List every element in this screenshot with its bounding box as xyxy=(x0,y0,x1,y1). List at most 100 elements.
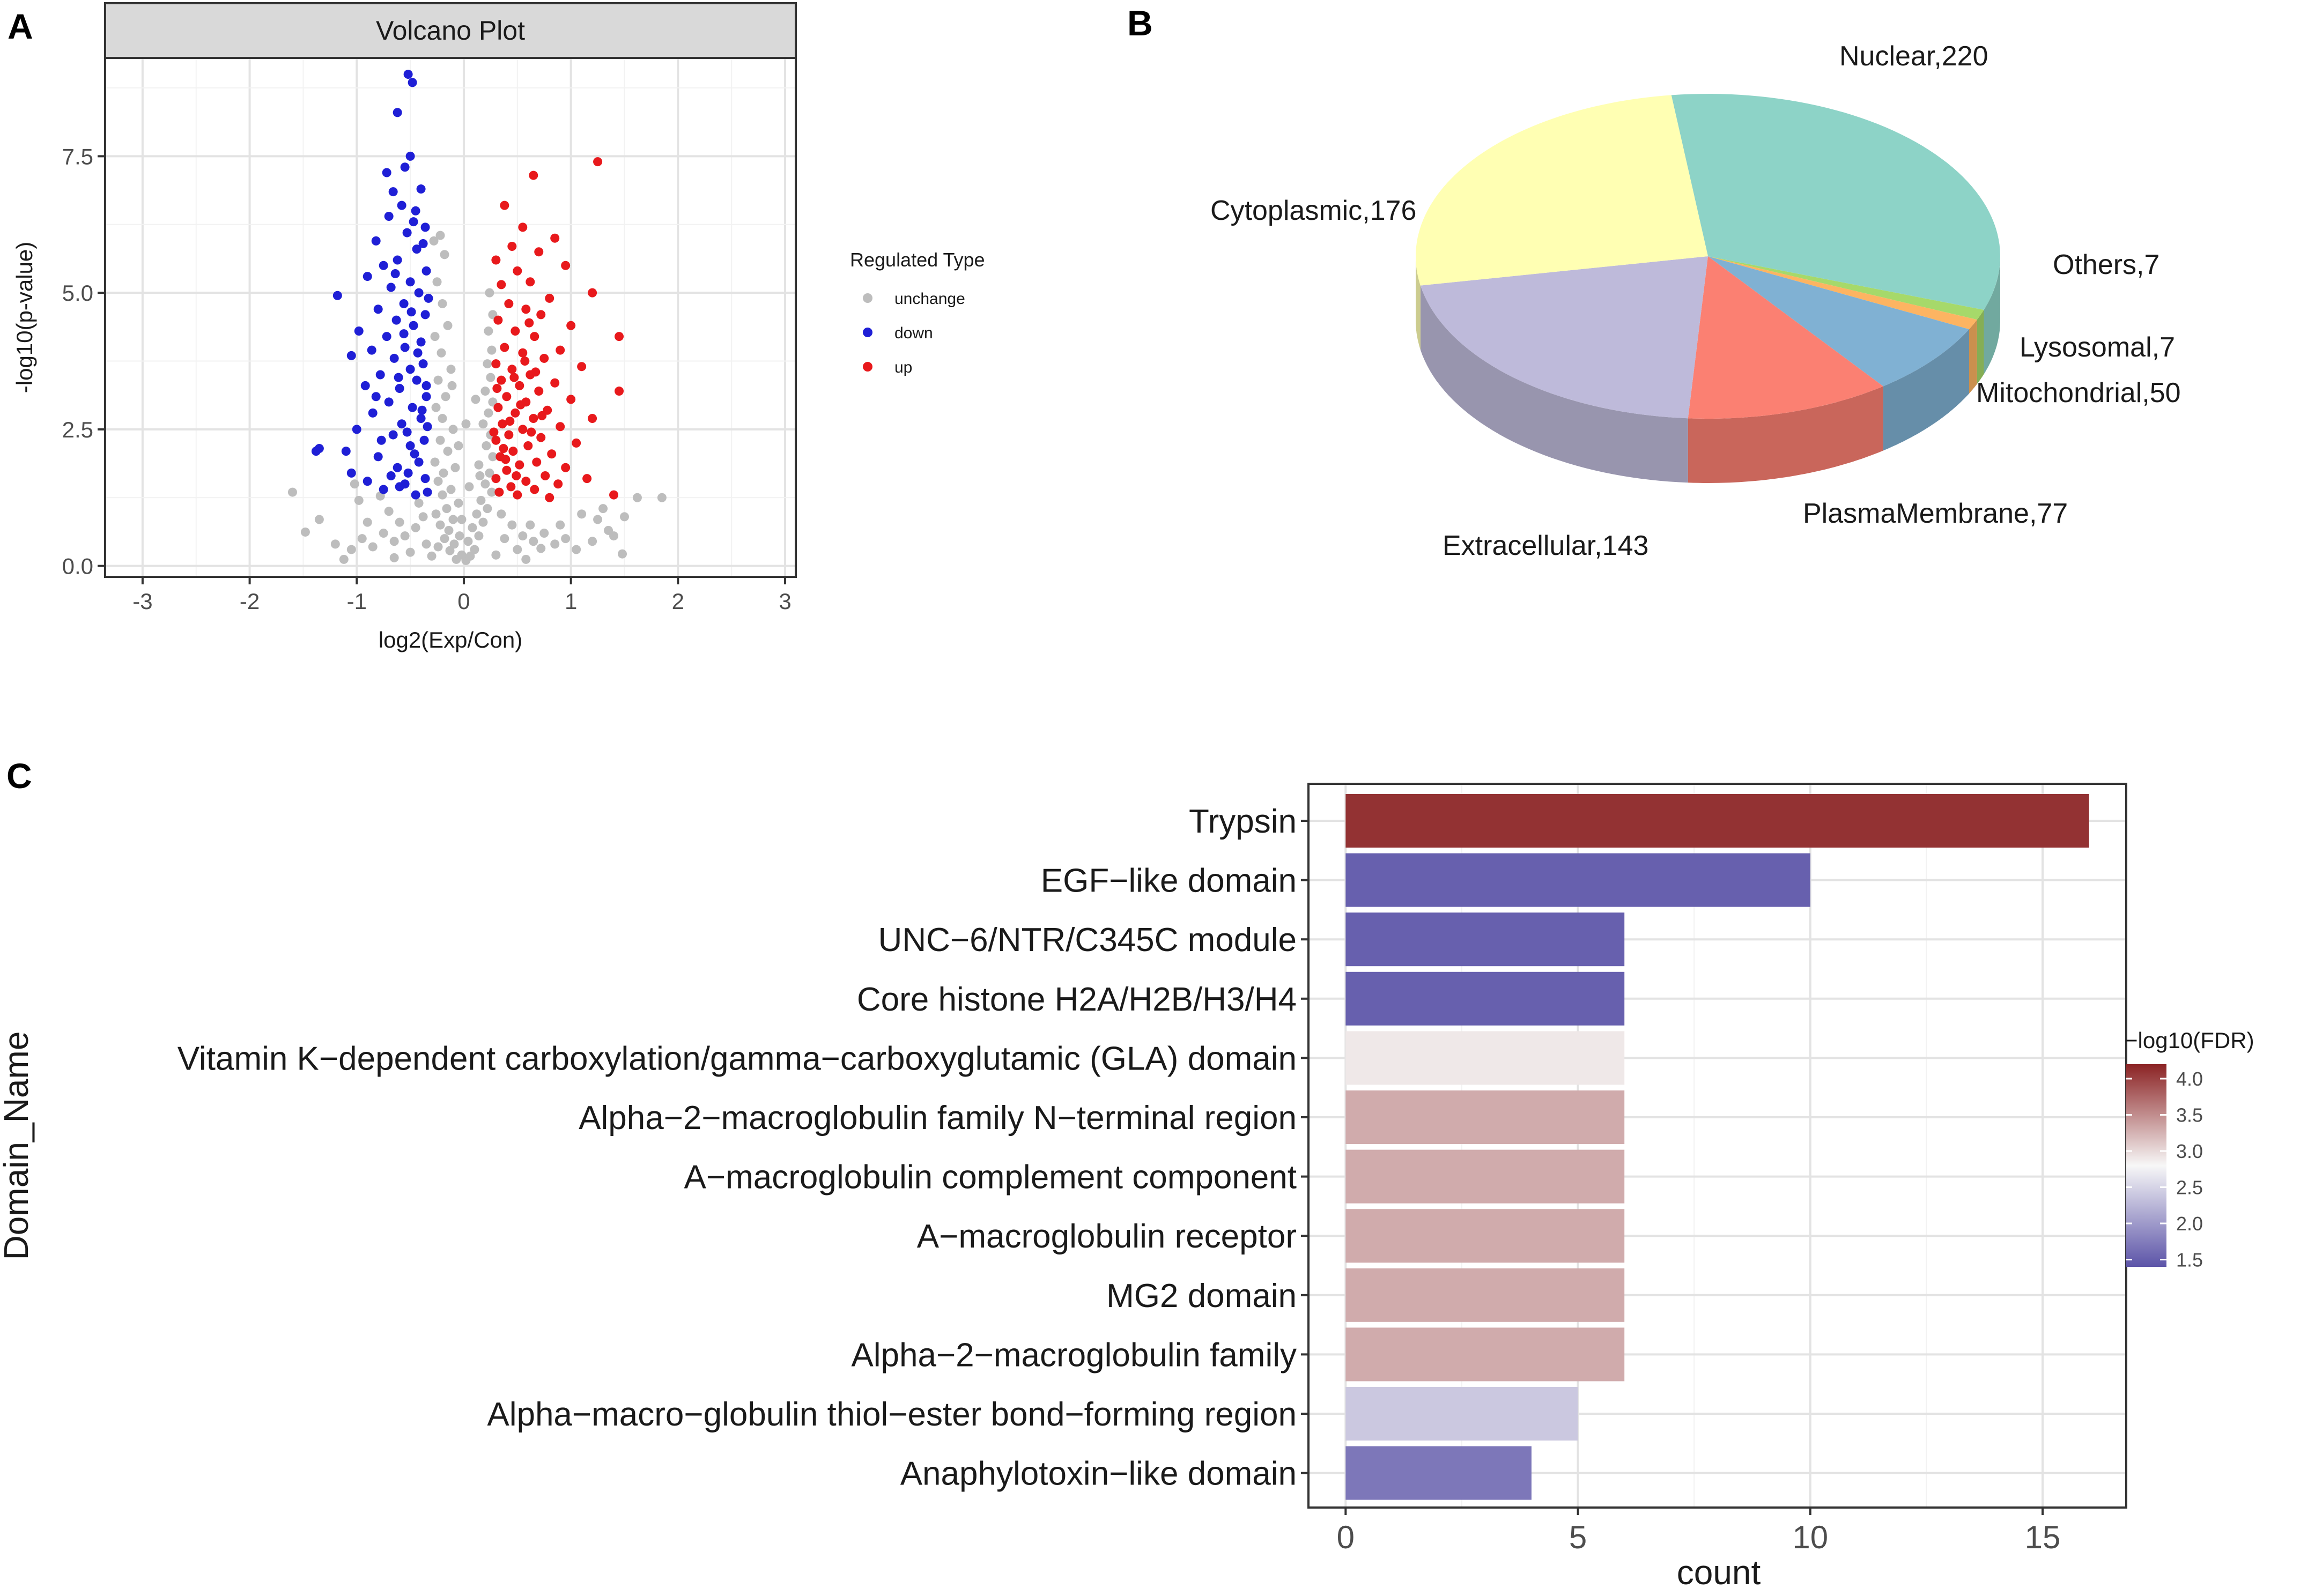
volcano-point-down xyxy=(397,419,406,429)
pie-slice-plasmamembrane xyxy=(1688,256,1883,419)
volcano-point-down xyxy=(406,307,416,317)
pie-side-others xyxy=(1977,310,1984,384)
bar-x-tick-label: 0 xyxy=(1337,1519,1355,1555)
volcano-x-tick-label: 1 xyxy=(565,589,577,614)
volcano-title: Volcano Plot xyxy=(376,16,525,46)
pie-slice-lysosomal xyxy=(1708,256,1977,330)
volcano-point-unchange xyxy=(384,507,394,516)
volcano-point-down xyxy=(414,457,424,467)
volcano-point-unchange xyxy=(483,504,492,514)
volcano-point-up xyxy=(566,321,576,330)
volcano-point-up xyxy=(582,474,592,484)
volcano-point-up xyxy=(491,435,501,445)
volcano-point-down xyxy=(411,206,420,216)
volcano-point-down xyxy=(424,293,433,303)
volcano-point-up xyxy=(572,438,581,448)
pie-label-cytoplasmic: Cytoplasmic,176 xyxy=(1210,195,1416,226)
volcano-point-unchange xyxy=(474,460,484,470)
volcano-point-down xyxy=(420,474,430,484)
volcano-x-tick-label: -1 xyxy=(347,589,367,614)
volcano-point-down xyxy=(402,427,412,437)
volcano-point-unchange xyxy=(487,345,497,355)
volcano-point-down xyxy=(363,477,372,486)
volcano-point-up xyxy=(504,430,514,440)
volcano-point-up xyxy=(529,414,538,424)
volcano-point-unchange xyxy=(445,546,455,555)
volcano-point-unchange xyxy=(470,545,479,554)
volcano-point-up xyxy=(511,408,520,418)
volcano-point-up xyxy=(615,387,624,396)
volcano-point-down xyxy=(423,487,432,497)
volcano-point-down xyxy=(419,435,429,445)
volcano-point-up xyxy=(515,460,524,470)
volcano-point-down xyxy=(400,343,410,352)
volcano-point-unchange xyxy=(618,549,627,559)
volcano-point-down xyxy=(412,375,421,385)
colorbar-tick-label: 3.0 xyxy=(2176,1140,2203,1162)
volcano-point-up xyxy=(527,427,536,437)
volcano-point-down xyxy=(395,482,404,492)
volcano-point-up xyxy=(530,332,539,342)
volcano-point-up xyxy=(518,222,528,232)
volcano-point-up xyxy=(492,383,502,393)
volcano-point-unchange xyxy=(430,332,440,342)
volcano-point-up xyxy=(536,310,546,320)
volcano-point-unchange xyxy=(368,542,378,552)
bar xyxy=(1345,1149,1625,1204)
volcano-point-down xyxy=(311,447,321,456)
volcano-point-up xyxy=(547,449,557,459)
volcano-point-down xyxy=(371,236,381,246)
volcano-y-axis-label: -log10(p-value) xyxy=(12,242,37,393)
volcano-point-unchange xyxy=(500,534,509,544)
volcano-point-down xyxy=(416,337,426,347)
volcano-point-unchange xyxy=(448,515,458,524)
volcano-point-down xyxy=(403,70,413,79)
volcano-point-up xyxy=(534,247,544,257)
volcano-point-unchange xyxy=(300,527,310,537)
volcano-point-up xyxy=(550,378,560,388)
pie-slice-mitochondrial xyxy=(1708,256,1969,387)
volcano-point-down xyxy=(386,283,396,292)
volcano-point-unchange xyxy=(526,520,535,530)
volcano-point-down xyxy=(416,414,426,424)
legend-label-unchange: unchange xyxy=(894,290,965,308)
volcano-point-down xyxy=(384,211,394,221)
volcano-point-down xyxy=(413,348,423,358)
volcano-point-unchange xyxy=(363,517,372,527)
volcano-x-ticks: -3 -2 -1 0 1 2 3 xyxy=(132,577,792,614)
volcano-point-up xyxy=(502,392,512,402)
volcano-point-unchange xyxy=(433,477,443,486)
volcano-point-unchange xyxy=(593,515,603,524)
volcano-point-unchange xyxy=(465,551,475,561)
volcano-point-up xyxy=(494,487,504,497)
volcano-point-down xyxy=(373,452,383,462)
volcano-point-up xyxy=(515,381,524,390)
volcano-point-unchange xyxy=(457,515,467,524)
volcano-point-unchange xyxy=(619,512,629,522)
volcano-point-unchange xyxy=(632,493,642,502)
volcano-point-unchange xyxy=(657,493,667,502)
volcano-point-unchange xyxy=(439,468,448,478)
bar xyxy=(1345,794,2089,848)
volcano-point-down xyxy=(417,405,427,415)
volcano-point-up xyxy=(504,299,514,309)
bar xyxy=(1345,853,1810,907)
volcano-point-up xyxy=(545,293,554,303)
volcano-point-down xyxy=(388,187,398,197)
volcano-point-unchange xyxy=(478,517,488,527)
volcano-point-unchange xyxy=(572,545,581,554)
legend-label-down: down xyxy=(894,324,933,342)
pie-side-plasmamembrane xyxy=(1688,386,1883,483)
pie-side-nuclear xyxy=(1984,256,2000,374)
volcano-point-up xyxy=(497,280,506,289)
domain-label: Alpha−2−macroglobulin family N−terminal … xyxy=(579,1100,1297,1137)
volcano-point-down xyxy=(416,184,426,194)
volcano-point-down xyxy=(376,435,386,445)
volcano-point-unchange xyxy=(427,551,437,561)
volcano-point-unchange xyxy=(433,542,443,552)
volcano-point-unchange xyxy=(507,520,517,530)
volcano-point-unchange xyxy=(474,531,484,541)
bar-y-axis-label: Domain_Name xyxy=(0,1031,35,1260)
volcano-point-unchange xyxy=(433,375,443,385)
volcano-point-up xyxy=(531,367,541,377)
